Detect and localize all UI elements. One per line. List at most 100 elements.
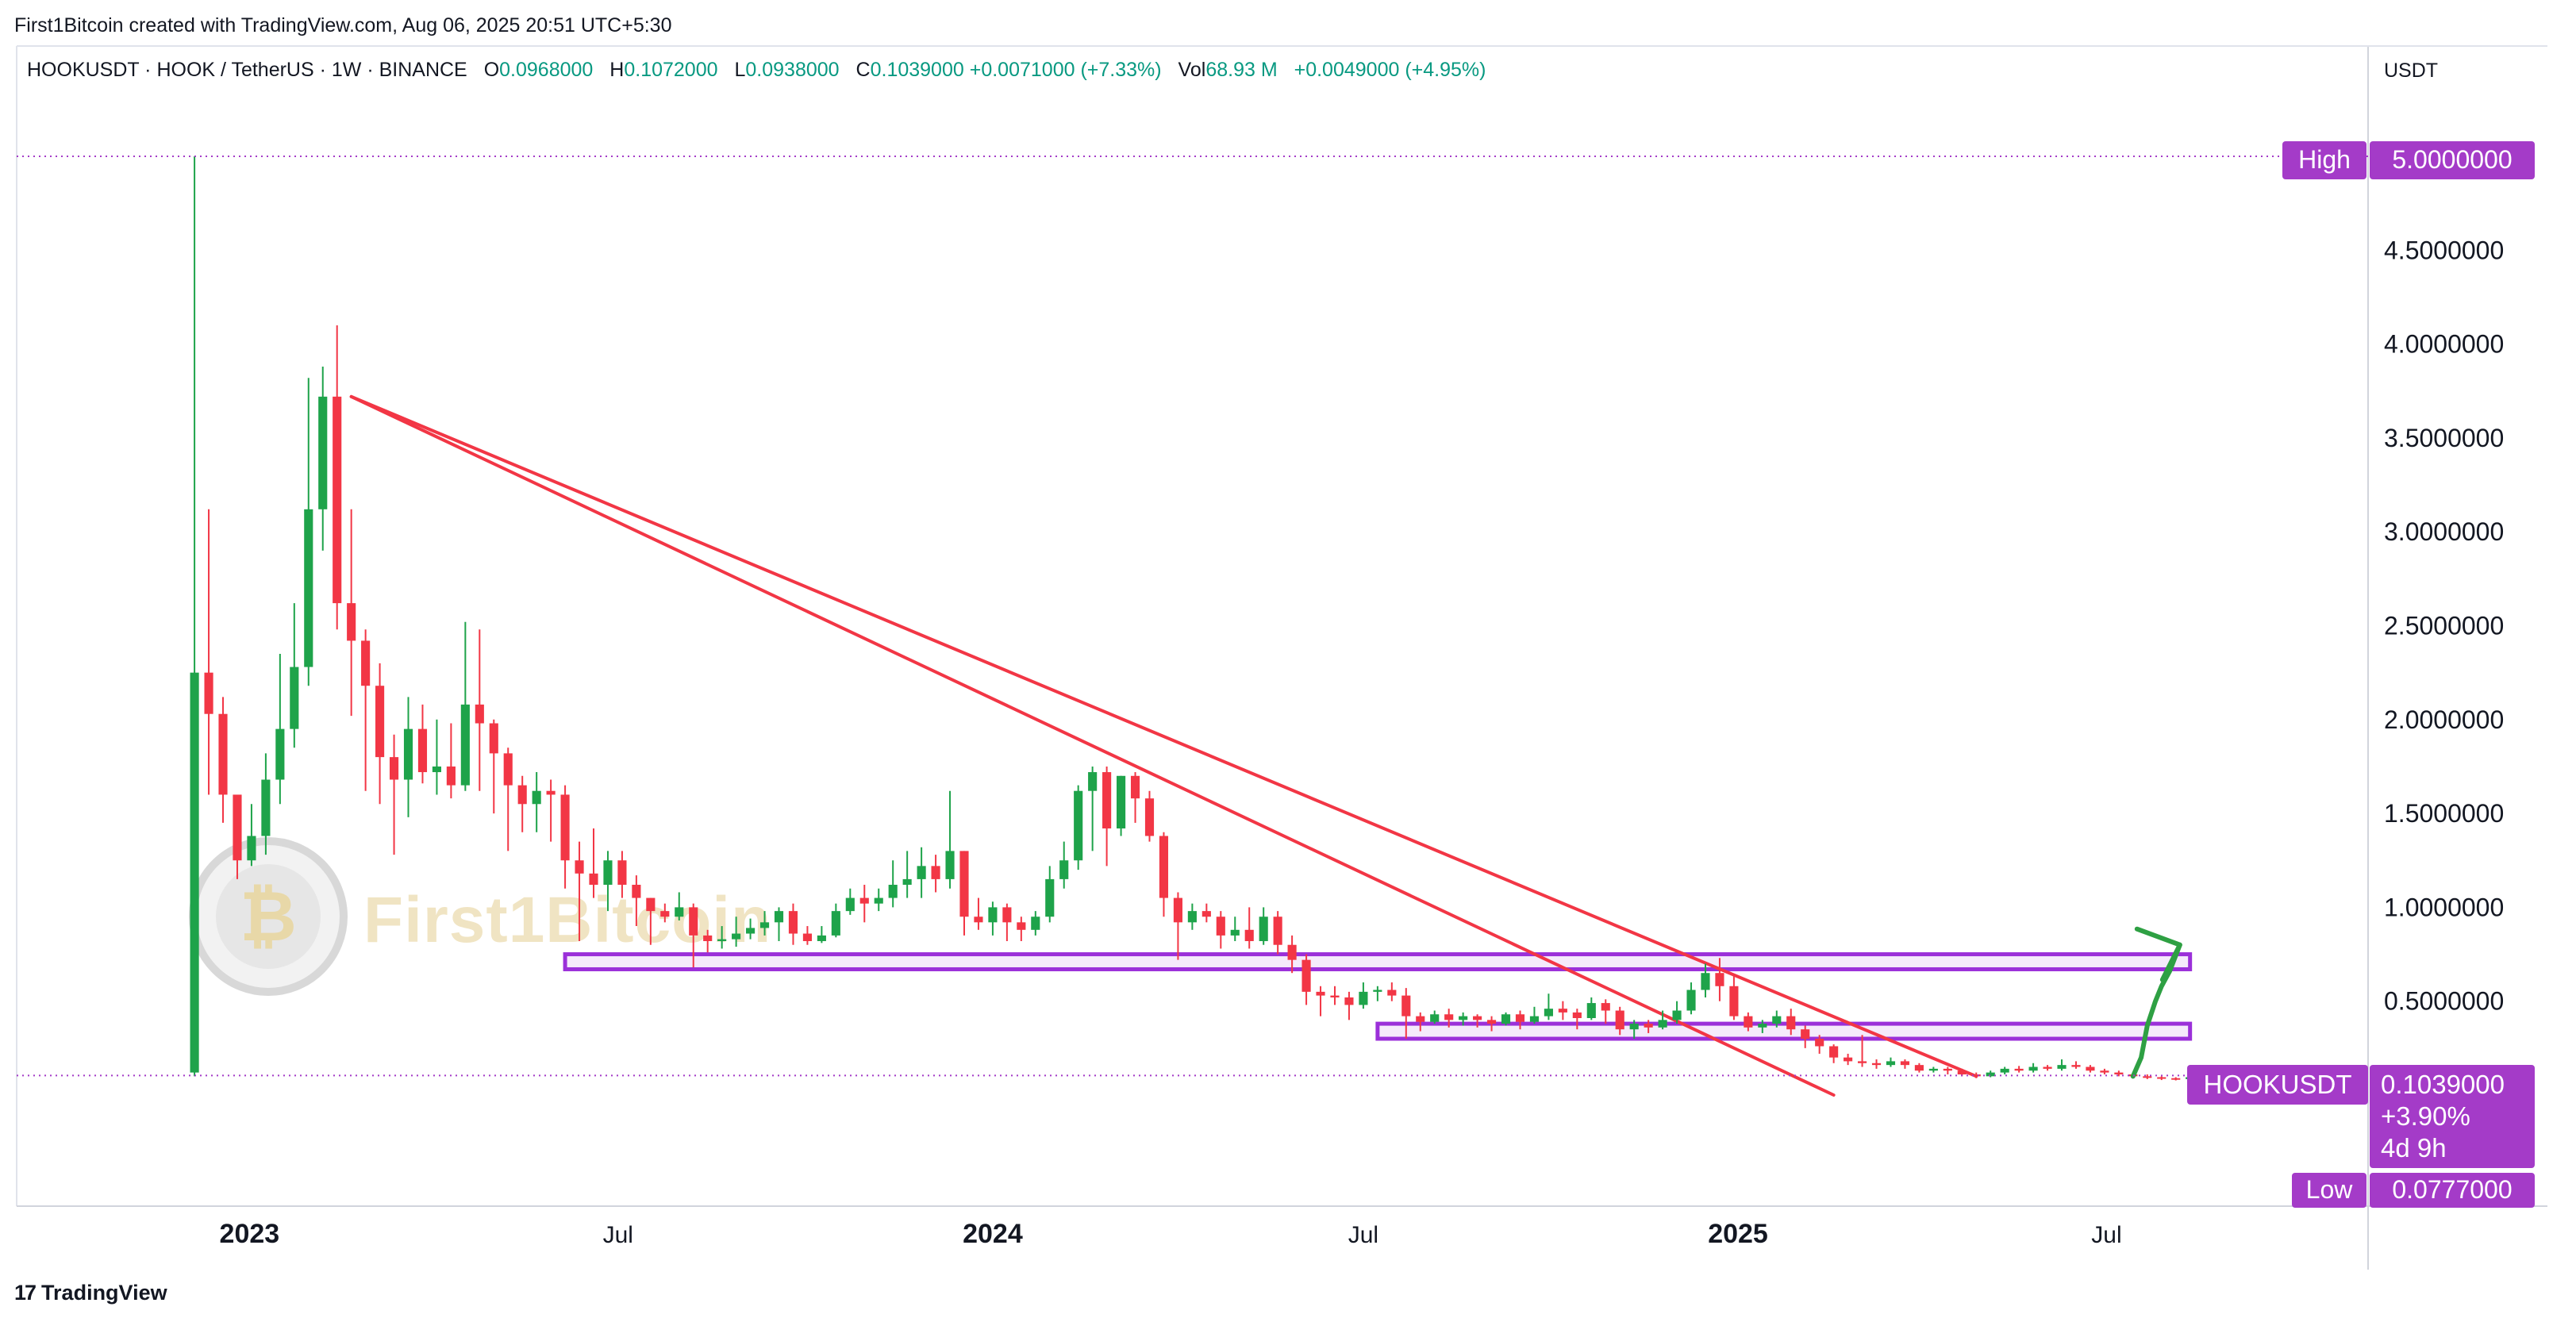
trendlines[interactable] (349, 394, 1978, 1097)
candle[interactable] (2057, 1059, 2067, 1071)
candle[interactable] (1002, 903, 1012, 941)
candle[interactable] (1629, 1020, 1639, 1040)
candle[interactable] (233, 794, 242, 879)
candle[interactable] (1173, 892, 1182, 960)
candle[interactable] (503, 747, 513, 851)
candle[interactable] (1088, 766, 1098, 851)
candle[interactable] (1558, 1001, 1567, 1020)
candle[interactable] (1644, 1020, 1653, 1033)
candle[interactable] (1686, 982, 1696, 1015)
legend-symbol[interactable]: HOOKUSDT · HOOK / TetherUS · 1W · BINANC… (27, 59, 467, 81)
candle[interactable] (1017, 917, 1026, 941)
candle[interactable] (1144, 790, 1155, 842)
candle[interactable] (1373, 986, 1382, 1001)
candle[interactable] (2171, 1077, 2181, 1081)
candle[interactable] (1473, 1014, 1482, 1028)
candle[interactable] (1316, 986, 1325, 1016)
candle[interactable] (1244, 907, 1254, 949)
candle[interactable] (304, 378, 313, 686)
candle[interactable] (1031, 911, 1040, 936)
candle[interactable] (1715, 958, 1724, 1001)
candle[interactable] (888, 860, 898, 908)
candle[interactable] (2086, 1065, 2095, 1073)
support-zones[interactable] (563, 952, 2193, 1041)
candle[interactable] (190, 156, 199, 1077)
candle[interactable] (2157, 1076, 2167, 1081)
candle[interactable] (845, 888, 855, 915)
candle[interactable] (1416, 1012, 1425, 1032)
candle[interactable] (959, 851, 969, 936)
candle[interactable] (1601, 999, 1610, 1024)
candle[interactable] (1344, 991, 1354, 1020)
candle[interactable] (646, 897, 656, 945)
candle[interactable] (1986, 1070, 1995, 1078)
candle[interactable] (1216, 911, 1225, 949)
candle[interactable] (347, 509, 356, 717)
candle[interactable] (261, 753, 271, 855)
candle[interactable] (759, 911, 770, 936)
candle[interactable] (945, 790, 955, 889)
candle[interactable] (774, 907, 784, 941)
candle[interactable] (417, 704, 428, 784)
candle[interactable] (247, 804, 256, 867)
candle[interactable] (1815, 1035, 1824, 1054)
candle[interactable] (931, 855, 940, 893)
candle[interactable] (988, 901, 998, 936)
candle[interactable] (1459, 1012, 1468, 1026)
candle[interactable] (717, 926, 727, 949)
time-axis[interactable]: 2023 Jul 2024 Jul 2025 Jul (220, 1219, 2122, 1249)
candle[interactable] (746, 918, 755, 940)
candle[interactable] (475, 629, 484, 791)
price-axis[interactable]: USDT 0.5000000 1.0000000 1.5000000 2.000000… (2384, 60, 2504, 1016)
candle[interactable] (290, 603, 299, 748)
candle[interactable] (1658, 1010, 1667, 1030)
tradingview-brand[interactable]: 17 TradingView (14, 1281, 167, 1305)
candle[interactable] (874, 888, 883, 912)
candle[interactable] (859, 885, 869, 923)
candle[interactable] (218, 697, 228, 823)
candle[interactable] (1117, 775, 1126, 836)
candle[interactable] (1187, 903, 1197, 930)
candle[interactable] (2043, 1065, 2052, 1071)
green-arrow-annotation[interactable] (2130, 926, 2182, 1079)
candle[interactable] (788, 903, 798, 945)
candle[interactable] (1786, 1009, 1796, 1036)
candle[interactable] (517, 775, 527, 832)
candle[interactable] (275, 653, 285, 805)
candle[interactable] (318, 366, 328, 551)
candlesticks[interactable] (190, 156, 2309, 1081)
candle[interactable] (333, 325, 342, 630)
candle[interactable] (1829, 1044, 1839, 1063)
candle[interactable] (489, 719, 498, 814)
candle[interactable] (389, 734, 399, 855)
candle[interactable] (532, 772, 541, 832)
candle[interactable] (1259, 907, 1268, 945)
candle[interactable] (1330, 986, 1340, 1005)
candle[interactable] (1515, 1010, 1525, 1030)
candle[interactable] (2028, 1063, 2038, 1073)
candle[interactable] (660, 903, 670, 923)
candle[interactable] (1729, 974, 1739, 1020)
candle[interactable] (732, 917, 741, 947)
candle[interactable] (432, 719, 442, 795)
candle[interactable] (917, 847, 926, 898)
candle[interactable] (1230, 917, 1240, 941)
candle[interactable] (1045, 866, 1055, 923)
candle[interactable] (1971, 1072, 1981, 1078)
candle[interactable] (546, 779, 556, 842)
candle[interactable] (2000, 1066, 2009, 1074)
candle[interactable] (1801, 1025, 1810, 1048)
candle[interactable] (204, 509, 213, 795)
candle[interactable] (1430, 1010, 1440, 1024)
candle[interactable] (1486, 1016, 1497, 1032)
candle[interactable] (689, 903, 698, 968)
candle[interactable] (1387, 982, 1397, 1001)
candle[interactable] (1273, 911, 1282, 955)
candle[interactable] (632, 875, 641, 927)
candle[interactable] (446, 723, 456, 799)
candle[interactable] (831, 903, 840, 938)
candle[interactable] (589, 828, 598, 898)
candle[interactable] (1572, 1009, 1582, 1030)
candle[interactable] (1059, 841, 1069, 889)
